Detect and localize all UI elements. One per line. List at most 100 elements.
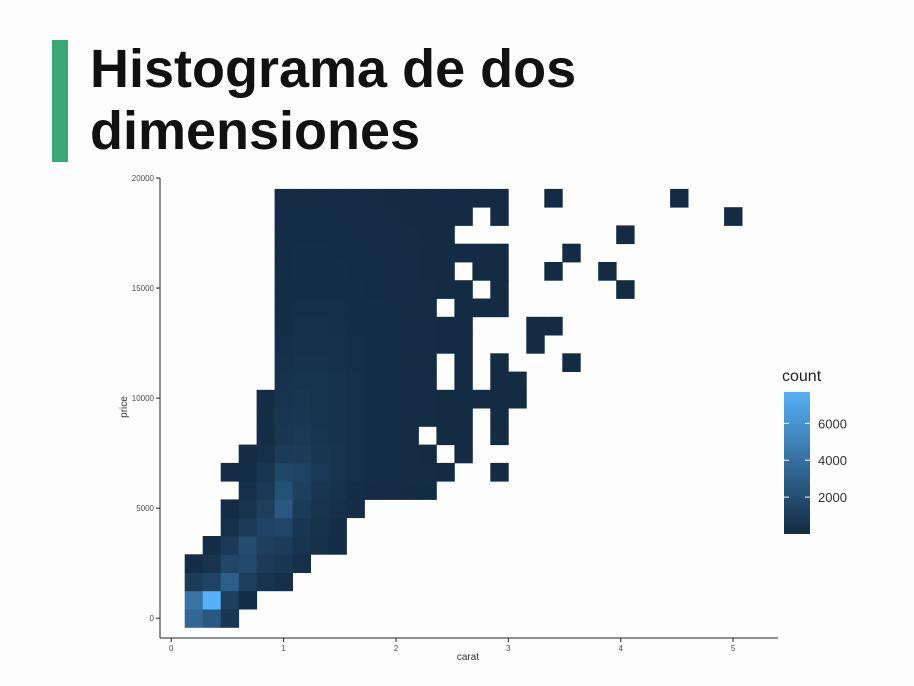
heatmap-cell: [346, 462, 365, 482]
y-tick-label: 5000: [136, 504, 154, 513]
x-tick-label: 5: [731, 644, 736, 653]
heatmap-cell: [202, 609, 222, 628]
heatmap-cell: [400, 335, 419, 354]
heatmap-cell: [184, 554, 204, 573]
heatmap-cell: [382, 426, 401, 446]
heatmap-cell: [418, 225, 437, 245]
heatmap-cell: [274, 316, 293, 336]
heatmap-cell: [274, 444, 293, 464]
heatmap-cell: [436, 225, 455, 245]
heatmap-cell: [256, 389, 275, 409]
heatmap-cell: [544, 316, 563, 336]
heatmap-cell: [238, 536, 258, 555]
heatmap-cell: [346, 408, 365, 427]
heatmap-cell: [220, 554, 240, 573]
heatmap-cell: [292, 316, 311, 336]
heatmap-cell: [328, 316, 347, 336]
heatmap-cell: [346, 499, 365, 519]
heatmap-cell: [202, 572, 222, 592]
heatmap-cell: [220, 462, 240, 482]
heatmap-cell: [418, 207, 437, 226]
heatmap-cell: [310, 353, 329, 372]
heatmap-cell: [454, 207, 473, 226]
heatmap-cell: [436, 188, 455, 208]
heatmap-cell: [328, 536, 347, 555]
heatmap-cell: [562, 243, 581, 263]
heatmap-cell: [382, 353, 401, 372]
heatmap-cell: [328, 188, 347, 208]
legend-label: 4000: [818, 453, 847, 468]
heatmap-cell: [436, 207, 455, 226]
heatmap-cell: [202, 554, 222, 573]
heatmap-cell: [454, 243, 473, 263]
heatmap-cell: [328, 353, 347, 372]
heatmap-cell: [454, 298, 473, 318]
heatmap-cell: [400, 481, 419, 500]
heatmap-cell: [256, 426, 275, 446]
heatmap-cell: [292, 389, 311, 409]
heatmap-cell: [472, 262, 491, 281]
heatmap-cell: [346, 426, 365, 446]
heatmap-cell: [274, 462, 293, 482]
heatmap-cell: [436, 243, 455, 263]
heatmap-cell: [598, 262, 617, 281]
heatmap-cell: [310, 188, 329, 208]
heatmap-cell: [490, 408, 509, 427]
heatmap-cell: [328, 408, 347, 427]
heatmap-cell: [274, 572, 293, 592]
x-tick-label: 4: [618, 644, 623, 653]
heatmap-cells: [184, 188, 743, 628]
heatmap-cell: [472, 389, 491, 409]
heatmap-cell: [274, 554, 293, 573]
heatmap-cell: [274, 517, 293, 537]
heatmap-cell: [490, 280, 509, 299]
heatmap-cell: [292, 536, 311, 555]
heatmap-cell: [418, 389, 437, 409]
heatmap-cell: [400, 389, 419, 409]
heatmap-cell: [382, 462, 401, 482]
heatmap-cell: [400, 280, 419, 299]
heatmap-cell: [292, 426, 311, 446]
heatmap-cell: [364, 188, 383, 208]
heatmap-cell: [454, 371, 473, 391]
heatmap-cell: [454, 188, 473, 208]
heatmap-cell: [328, 262, 347, 281]
heatmap-cell: [364, 353, 383, 372]
heatmap-cell: [364, 225, 383, 245]
legend-title: count: [782, 368, 822, 385]
legend-colorbar: [784, 392, 810, 534]
heatmap-cell: [490, 353, 509, 372]
heatmap-cell: [400, 408, 419, 427]
x-tick-label: 1: [281, 644, 286, 653]
heatmap-cell: [400, 353, 419, 372]
heatmap-cell: [310, 262, 329, 281]
heatmap-cell: [292, 353, 311, 372]
heatmap-cell: [274, 280, 293, 299]
heatmap-cell: [256, 572, 275, 592]
heatmap-cell: [274, 353, 293, 372]
heatmap-cell: [274, 536, 293, 555]
heatmap-cell: [256, 554, 275, 573]
heatmap-cell: [400, 371, 419, 391]
heatmap-cell: [328, 243, 347, 263]
x-tick-label: 3: [506, 644, 511, 653]
heatmap-cell: [328, 426, 347, 446]
heatmap-cell: [418, 408, 437, 427]
heatmap-cell: [292, 262, 311, 281]
heatmap-cell: [364, 481, 383, 500]
heatmap-cell: [202, 590, 222, 610]
x-tick-label: 0: [169, 644, 174, 653]
heatmap-cell: [328, 280, 347, 299]
count-legend: count 6000 4000 2000: [782, 368, 847, 534]
heatmap-cell: [508, 371, 527, 391]
heatmap-cell: [346, 353, 365, 372]
heatmap-cell: [292, 371, 311, 391]
heatmap-cell: [274, 335, 293, 354]
heatmap-cell: [436, 280, 455, 299]
slide-title-line-2: dimensiones: [90, 101, 421, 161]
heatmap-cell: [400, 262, 419, 281]
heatmap-cell: [382, 262, 401, 281]
heatmap-cell: [562, 353, 581, 372]
heatmap-cell: [256, 462, 275, 482]
heatmap-cell: [382, 316, 401, 336]
